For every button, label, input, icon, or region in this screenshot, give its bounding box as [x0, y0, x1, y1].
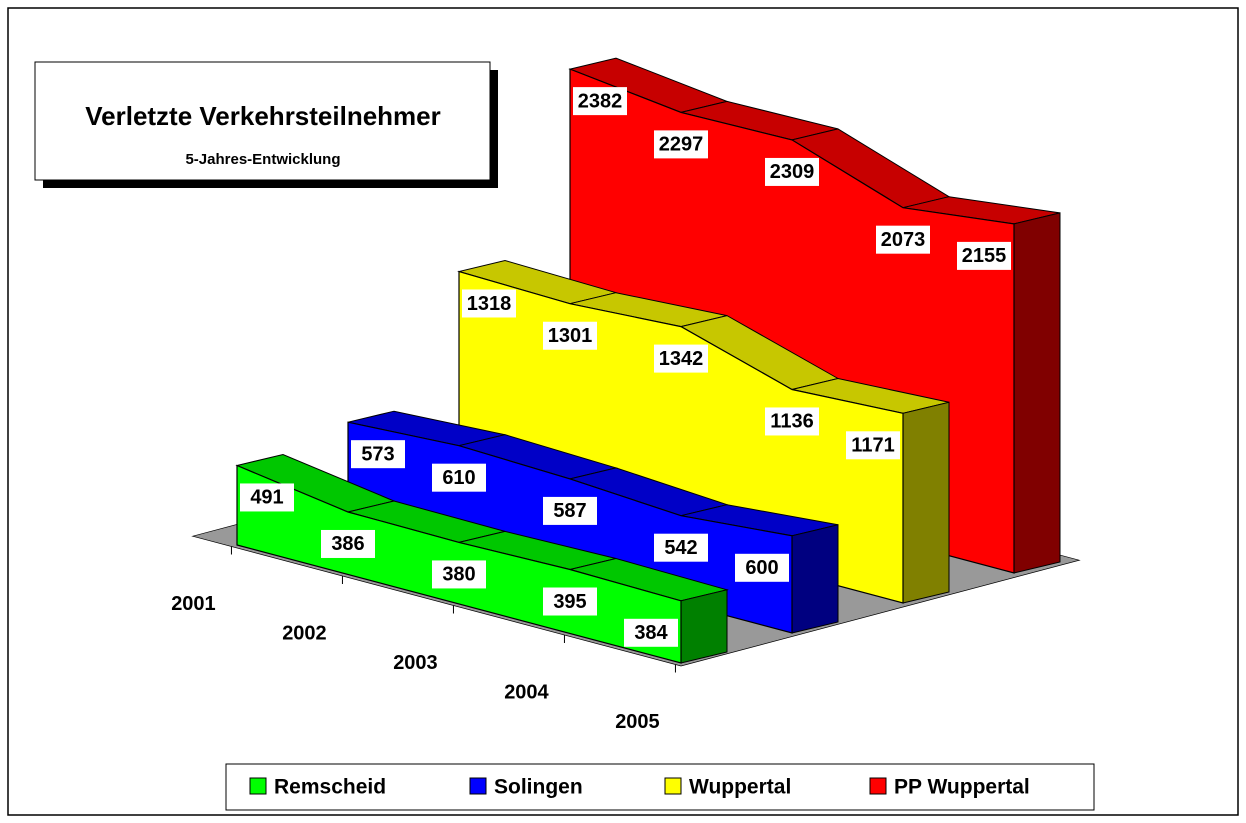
data-label: 542: [664, 537, 697, 559]
ribbon-side: [791, 524, 839, 634]
plot-area: 2001 2002 2003 2004 2005 2382 2297 2309 2073 2155…: [171, 57, 1081, 733]
data-label-bg: [543, 587, 597, 616]
legend-label: Wuppertal: [689, 776, 791, 799]
data-label-bg: [654, 344, 708, 373]
x-tick-label: 2005: [615, 711, 660, 733]
data-label: 384: [634, 622, 668, 644]
legend-swatch: [664, 777, 682, 795]
legend-swatch: [869, 777, 887, 795]
data-label-bg: [876, 225, 930, 254]
legend-label: PP Wuppertal: [894, 776, 1030, 799]
data-label-bg: [351, 440, 405, 469]
data-label-bg: [957, 241, 1011, 270]
data-label: 587: [553, 500, 586, 522]
data-label-bg: [321, 529, 375, 558]
legend-label: Remscheid: [274, 776, 386, 799]
data-label: 386: [331, 533, 364, 555]
legend: Remscheid Solingen Wuppertal PP Wuppertal: [249, 776, 1030, 799]
data-label-bg: [735, 553, 789, 582]
data-label: 1136: [770, 411, 813, 433]
data-label: 1318: [467, 293, 512, 315]
title-box: [34, 61, 491, 181]
legend-swatch: [249, 777, 267, 795]
data-label: 2297: [659, 134, 704, 156]
series-ribbon: 491 386 380 395 384: [235, 453, 729, 664]
data-label-bg: [432, 560, 486, 589]
ribbon-side: [902, 401, 950, 604]
data-label: 491: [250, 487, 283, 509]
data-label: 1342: [659, 348, 704, 370]
data-label-bg: [543, 321, 597, 350]
data-label: 395: [553, 591, 586, 613]
data-label-bg: [654, 533, 708, 562]
data-label-bg: [846, 431, 900, 460]
data-label-bg: [432, 463, 486, 492]
x-tick-label: 2004: [504, 681, 549, 703]
chart-title: Verletzte Verkehrsteilnehmer: [85, 101, 441, 131]
legend-box: [225, 763, 1095, 811]
x-tick-label: 2001: [171, 593, 216, 615]
series-ribbon: 1318 1301 1342 1136 1171: [457, 259, 950, 604]
data-label: 573: [361, 443, 394, 465]
data-label: 380: [442, 564, 475, 586]
data-label: 2073: [881, 229, 926, 251]
legend-label: Solingen: [494, 776, 583, 799]
data-label-bg: [240, 483, 294, 512]
data-label-bg: [765, 407, 819, 436]
x-tick-label: 2003: [393, 652, 438, 674]
data-label: 1301: [548, 325, 593, 347]
data-label-bg: [543, 496, 597, 525]
data-label: 2382: [578, 90, 623, 112]
data-label-bg: [624, 618, 678, 647]
data-label: 2155: [962, 245, 1007, 267]
data-label-bg: [654, 130, 708, 159]
ribbon-side: [680, 589, 728, 664]
data-label: 600: [745, 557, 778, 579]
data-label-bg: [573, 87, 627, 116]
data-label: 1171: [851, 435, 894, 457]
data-label: 2309: [770, 161, 815, 183]
ribbon-side: [1013, 212, 1061, 574]
data-label-bg: [462, 289, 516, 318]
x-tick-label: 2002: [282, 622, 327, 644]
chart-subtitle: 5-Jahres-Entwicklung: [185, 151, 340, 168]
legend-swatch: [469, 777, 487, 795]
data-label-bg: [765, 157, 819, 186]
data-label: 610: [442, 467, 475, 489]
